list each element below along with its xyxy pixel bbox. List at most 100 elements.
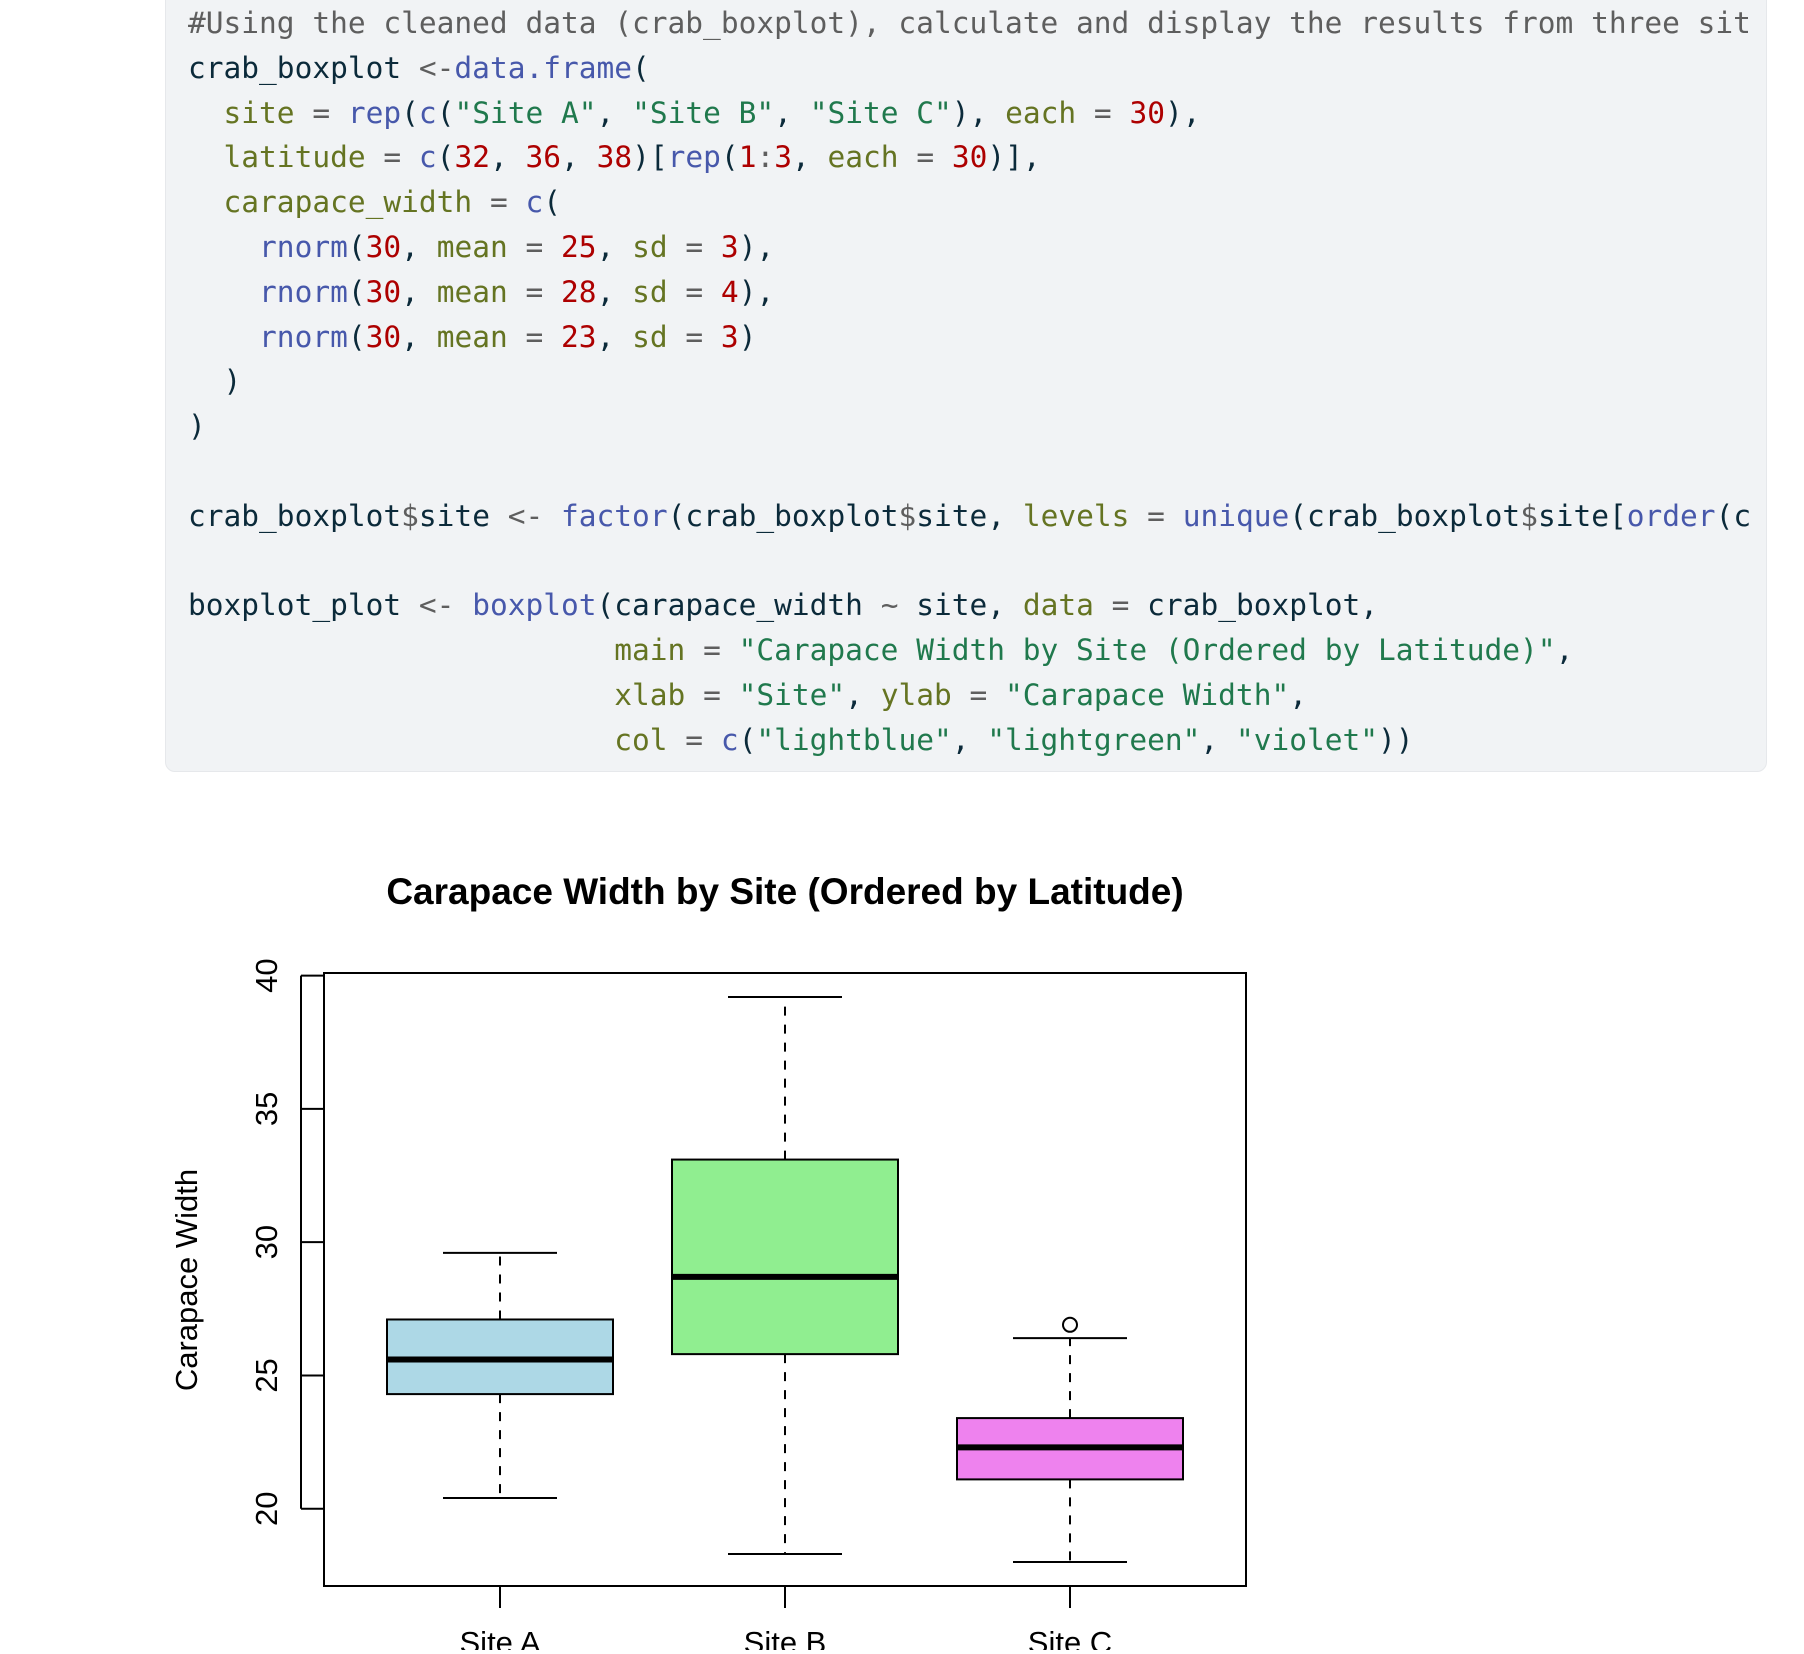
code-token: "Carapace Width" — [1005, 677, 1290, 712]
code-token: crab_boxplot — [1147, 588, 1361, 623]
code-token: 38 — [596, 140, 633, 175]
code-token: "Site A" — [454, 95, 597, 130]
code-token: levels — [1022, 498, 1148, 533]
code-token: site — [916, 498, 988, 533]
code-token: $ — [1520, 498, 1538, 533]
code-token: unique — [1182, 498, 1290, 533]
code-token: ( — [738, 722, 757, 757]
code-line: main = "Carapace Width by Site (Ordered … — [188, 628, 1751, 673]
code-token: ( — [543, 185, 561, 220]
code-cell[interactable]: #Using the cleaned data (crab_boxplot), … — [165, 0, 1767, 772]
code-line: boxplot_plot <- boxplot(carapace_width ~… — [188, 583, 1751, 628]
code-line: #Using the cleaned data (crab_boxplot), … — [188, 1, 1751, 46]
code-token: each — [827, 140, 917, 175]
code-token: , — [1200, 722, 1236, 757]
code-token: ), — [1164, 95, 1201, 130]
code-token: ( — [632, 50, 650, 85]
code-line: carapace_width = c( — [188, 180, 1751, 225]
code-token: , — [987, 588, 1023, 623]
code-token: 30 — [365, 319, 402, 354]
code-token: ( — [596, 588, 615, 623]
code-token: )], — [987, 140, 1041, 175]
plot-area: 20 25 30 35 40 Site A Site B Site C — [249, 958, 1184, 1654]
code-line: latitude = c(32, 36, 38)[rep(1:3, each =… — [188, 135, 1751, 180]
code-token: "violet" — [1235, 722, 1379, 757]
code-token: data — [1022, 588, 1112, 623]
code-token: c — [418, 95, 437, 130]
code-token: ( — [347, 274, 366, 309]
code-token: , — [489, 140, 526, 175]
code-token: 4 — [720, 274, 739, 309]
code-token: ( — [436, 95, 455, 130]
code-token: site — [418, 498, 508, 533]
code-token: = — [916, 140, 952, 175]
code-token: , — [561, 140, 597, 175]
code-token: crab_boxplot — [188, 50, 419, 85]
code-token: , — [987, 498, 1023, 533]
code-token: = — [1093, 95, 1130, 130]
code-lines: #Using the cleaned data (crab_boxplot), … — [188, 1, 1751, 763]
code-token: , — [845, 677, 881, 712]
code-token: "Carapace Width by Site (Ordered by Lati… — [738, 633, 1556, 668]
code-token: mean — [436, 229, 526, 264]
code-token: latitude — [188, 140, 384, 175]
code-line: ) — [188, 359, 1751, 404]
code-token: 28 — [561, 274, 597, 309]
code-token: crab_boxplot — [1307, 498, 1521, 533]
code-token: = — [685, 274, 721, 309]
code-token: 23 — [561, 319, 597, 354]
x-tick-label: Site B — [744, 1625, 827, 1650]
code-token: "Site" — [738, 677, 846, 712]
code-token: , — [1360, 588, 1379, 623]
code-token: ( — [347, 319, 366, 354]
code-token: <- — [507, 498, 562, 533]
y-tick-label: 35 — [249, 1092, 284, 1126]
code-token: = — [1111, 588, 1148, 623]
code-token: ( — [347, 229, 366, 264]
y-tick-label: 30 — [249, 1225, 284, 1259]
code-token: [ — [1609, 498, 1627, 533]
code-line: crab_boxplot$site <- factor(crab_boxplot… — [188, 494, 1751, 539]
code-token: 1 — [738, 140, 757, 175]
code-token: <- — [418, 588, 473, 623]
code-line: site = rep(c("Site A", "Site B", "Site C… — [188, 91, 1751, 136]
code-token: = — [525, 274, 562, 309]
code-token: , — [596, 95, 633, 130]
code-token: ( — [667, 498, 686, 533]
code-token: c — [720, 722, 739, 757]
code-token: ), — [951, 95, 1006, 130]
code-token: $ — [401, 498, 419, 533]
code-token: = — [525, 319, 562, 354]
y-tick-label: 40 — [249, 958, 284, 992]
code-token: boxplot_plot — [188, 588, 419, 623]
code-token: 30 — [1129, 95, 1165, 130]
code-token: , — [596, 274, 633, 309]
code-token: , — [596, 229, 633, 264]
code-token: rep — [347, 95, 402, 130]
y-tick-label: 25 — [249, 1358, 284, 1392]
code-token: rnorm — [188, 319, 348, 354]
x-tick-label: Site A — [460, 1625, 541, 1650]
code-token: 36 — [525, 140, 562, 175]
code-token: = — [703, 677, 739, 712]
code-token: , — [596, 319, 633, 354]
code-token: ~ — [880, 588, 917, 623]
code-token: crab_boxplot — [685, 498, 899, 533]
code-token: carapace_width — [614, 588, 881, 623]
code-token: = — [489, 185, 526, 220]
code-token: sd — [632, 229, 686, 264]
code-token: )[ — [632, 140, 668, 175]
code-token: ), — [738, 229, 775, 264]
code-token: c — [525, 185, 544, 220]
code-token: "Site C" — [809, 95, 952, 130]
code-token: , — [774, 95, 810, 130]
code-token: c — [418, 140, 437, 175]
code-token: = — [312, 95, 348, 130]
code-token: = — [703, 633, 739, 668]
code-token: , — [791, 140, 828, 175]
code-token: 3 — [720, 319, 739, 354]
y-tick-label: 20 — [249, 1491, 284, 1525]
code-token: mean — [436, 319, 526, 354]
